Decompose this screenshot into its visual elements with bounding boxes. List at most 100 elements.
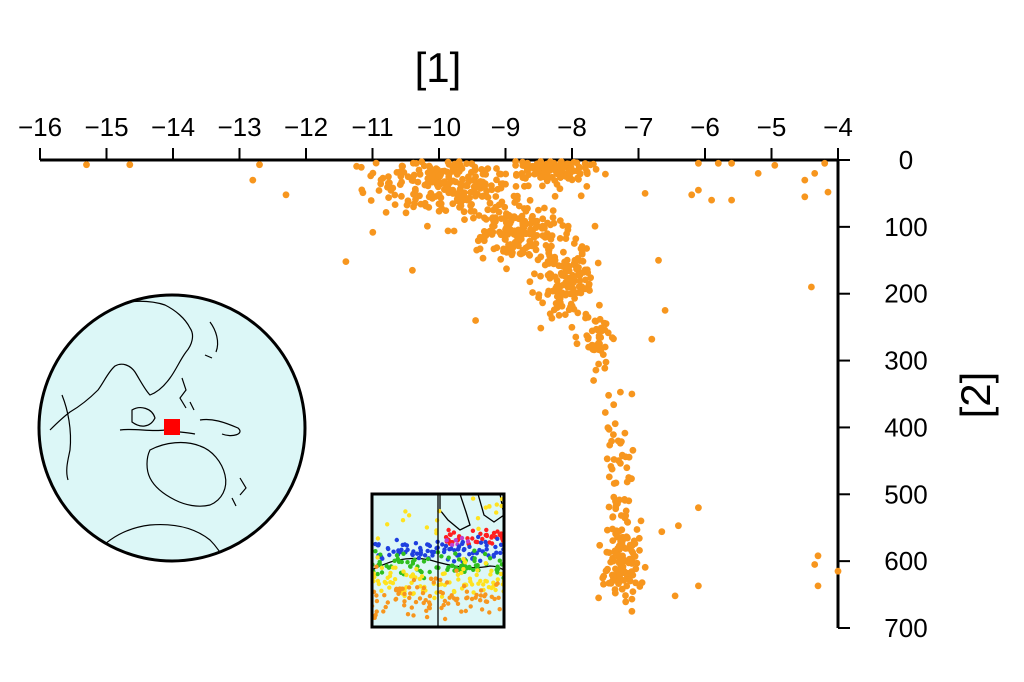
data-point (580, 269, 587, 276)
map-inset-dot (413, 541, 419, 546)
map-inset (370, 492, 506, 629)
data-point (385, 179, 392, 187)
data-point (573, 265, 580, 273)
location-marker (164, 419, 180, 435)
data-point (620, 556, 628, 564)
map-inset-dot (498, 571, 504, 577)
data-point (595, 332, 603, 340)
data-point (557, 158, 565, 166)
data-point (821, 159, 829, 167)
data-point (595, 360, 602, 368)
data-point (714, 159, 722, 167)
map-inset-dot (475, 516, 481, 521)
data-point (522, 207, 530, 215)
map-inset-dot (427, 600, 432, 605)
data-point (633, 559, 641, 567)
map-inset-dot (492, 596, 497, 602)
data-point (628, 607, 636, 615)
map-inset-dot (477, 547, 482, 553)
y-tick-label: 600 (884, 546, 927, 576)
map-inset-dot (428, 576, 434, 581)
data-point (411, 200, 418, 207)
map-inset-dot (411, 577, 417, 583)
data-point (532, 224, 540, 232)
map-inset-dot (399, 559, 404, 565)
data-point (497, 255, 505, 263)
data-point (626, 577, 634, 585)
map-inset-dot (487, 556, 493, 561)
map-inset-dot (475, 564, 480, 570)
map-inset-dot (489, 541, 495, 546)
data-point (512, 183, 520, 190)
data-point (573, 340, 581, 348)
data-point (658, 528, 666, 536)
map-inset-dot (483, 505, 488, 510)
data-point (616, 572, 624, 579)
data-point (610, 456, 618, 463)
map-inset-dot (495, 529, 500, 534)
data-point (608, 465, 616, 473)
map-inset-dot (417, 576, 422, 582)
map-inset-dot (478, 558, 483, 563)
data-point (565, 281, 572, 289)
data-point (396, 181, 404, 189)
data-point (541, 204, 548, 212)
data-point (587, 274, 594, 282)
map-inset-dot (393, 596, 399, 602)
data-point (404, 198, 412, 206)
data-point (575, 175, 582, 183)
map-inset-dot (400, 542, 405, 548)
map-inset-dot (405, 547, 410, 552)
data-point (607, 579, 615, 587)
data-point (529, 289, 536, 296)
data-point (385, 194, 392, 202)
data-point (473, 246, 481, 254)
map-inset-dot (495, 577, 500, 582)
map-inset-dot (388, 580, 393, 585)
data-point (553, 293, 561, 300)
data-point (558, 271, 566, 279)
data-point (577, 192, 585, 200)
map-inset-dot (473, 595, 478, 600)
map-inset-dot (498, 542, 504, 547)
map-inset-dot (392, 577, 398, 582)
map-inset-dot (478, 531, 483, 536)
data-point (494, 185, 502, 193)
map-inset-dot (460, 539, 465, 545)
map-inset-dot (483, 561, 488, 566)
data-point (421, 181, 429, 189)
map-inset-dot (476, 526, 481, 531)
data-point (638, 579, 646, 586)
map-inset-dot (401, 569, 406, 574)
map-inset-dot (446, 527, 451, 533)
map-inset-dot (491, 530, 497, 536)
data-point (688, 191, 696, 199)
data-point (472, 192, 479, 200)
map-inset-dot (476, 534, 481, 540)
data-point (539, 232, 547, 240)
data-point (526, 196, 534, 204)
map-inset-dot (417, 596, 423, 601)
data-point (472, 317, 479, 324)
y-tick-label: 700 (884, 613, 927, 643)
data-point (519, 218, 526, 226)
map-inset-dot (394, 537, 399, 543)
data-point (571, 256, 579, 264)
map-inset-dot (402, 599, 407, 604)
data-point (601, 409, 609, 416)
map-inset-dot (442, 547, 447, 552)
map-inset-dot (469, 596, 475, 602)
data-point (550, 260, 558, 268)
data-point (609, 554, 616, 562)
data-point (708, 196, 715, 204)
data-point (367, 172, 375, 180)
data-point (565, 306, 573, 314)
map-inset-dot (484, 547, 489, 552)
map-inset-dot (375, 543, 380, 548)
map-inset-dot (442, 571, 447, 576)
data-point (475, 212, 483, 219)
x-tick-label: −9 (491, 112, 521, 142)
data-point (564, 222, 572, 230)
map-inset-dot (414, 566, 419, 572)
map-inset-dot (484, 527, 489, 533)
